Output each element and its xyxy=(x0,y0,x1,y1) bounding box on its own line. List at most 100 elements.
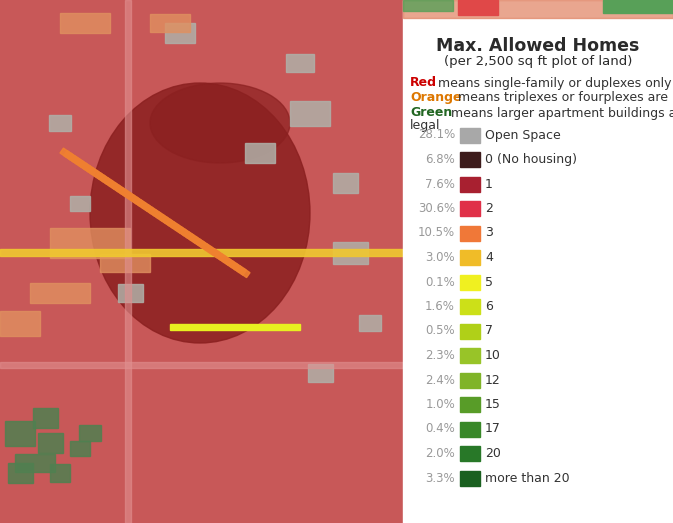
Text: 2.3%: 2.3% xyxy=(425,349,455,362)
Text: means triplexes or fourplexes are legal: means triplexes or fourplexes are legal xyxy=(454,92,673,105)
Bar xyxy=(332,242,367,264)
Text: 15: 15 xyxy=(485,398,501,411)
Bar xyxy=(174,224,184,233)
Bar xyxy=(70,196,90,210)
Bar xyxy=(118,187,129,197)
Text: 0.5%: 0.5% xyxy=(425,324,455,337)
Bar xyxy=(118,284,143,302)
Bar xyxy=(133,197,143,207)
Ellipse shape xyxy=(90,83,310,343)
Text: 2: 2 xyxy=(485,202,493,215)
Text: 10.5%: 10.5% xyxy=(418,226,455,240)
Text: 2.4%: 2.4% xyxy=(425,373,455,386)
Bar xyxy=(141,202,151,211)
Bar xyxy=(0,0,403,523)
Bar xyxy=(221,256,232,265)
Bar xyxy=(245,143,275,163)
Bar xyxy=(460,348,480,363)
Text: 0 (No housing): 0 (No housing) xyxy=(485,153,577,166)
Bar xyxy=(403,0,673,18)
Bar xyxy=(196,238,206,248)
Bar xyxy=(233,263,243,272)
Text: Open Space: Open Space xyxy=(485,129,561,142)
Bar xyxy=(79,425,101,441)
Bar xyxy=(165,23,195,43)
Text: Red: Red xyxy=(410,76,437,89)
Text: Green: Green xyxy=(410,107,452,119)
Text: 0.4%: 0.4% xyxy=(425,423,455,436)
Bar xyxy=(97,173,107,182)
Bar xyxy=(50,228,130,258)
Text: 1.0%: 1.0% xyxy=(425,398,455,411)
Text: 4: 4 xyxy=(485,251,493,264)
Bar xyxy=(75,158,85,167)
Bar xyxy=(60,13,110,33)
Bar xyxy=(71,155,81,165)
Bar xyxy=(70,440,90,456)
Bar xyxy=(460,324,480,338)
Bar xyxy=(403,0,453,11)
Bar xyxy=(82,163,92,172)
Bar xyxy=(30,283,90,303)
Text: 0.1%: 0.1% xyxy=(425,276,455,289)
Bar xyxy=(203,244,213,253)
Text: legal: legal xyxy=(410,119,441,132)
Bar xyxy=(458,0,498,15)
Bar xyxy=(100,254,150,272)
Bar xyxy=(460,176,480,191)
Bar xyxy=(130,195,140,204)
Bar xyxy=(460,201,480,216)
Text: 3.0%: 3.0% xyxy=(425,251,455,264)
Bar xyxy=(460,471,480,485)
Bar xyxy=(38,433,63,453)
Text: 3.3%: 3.3% xyxy=(425,472,455,484)
Text: 3: 3 xyxy=(485,226,493,240)
Bar xyxy=(49,115,71,131)
Bar xyxy=(332,173,357,193)
Bar xyxy=(308,364,332,382)
Bar xyxy=(100,175,110,185)
Bar xyxy=(64,151,73,160)
Bar xyxy=(0,362,403,368)
Bar xyxy=(460,250,480,265)
Text: 1: 1 xyxy=(485,177,493,190)
Text: Max. Allowed Homes: Max. Allowed Homes xyxy=(436,37,640,55)
Text: 10: 10 xyxy=(485,349,501,362)
Bar xyxy=(211,248,221,258)
Bar xyxy=(0,311,40,335)
Text: 7: 7 xyxy=(485,324,493,337)
Bar xyxy=(218,253,228,263)
Bar xyxy=(460,299,480,314)
Bar xyxy=(200,241,209,251)
Bar xyxy=(108,180,118,189)
Bar xyxy=(460,446,480,461)
Bar xyxy=(32,408,57,428)
Bar xyxy=(460,128,480,142)
Text: 1.6%: 1.6% xyxy=(425,300,455,313)
Bar xyxy=(185,231,195,241)
Bar xyxy=(181,229,191,238)
Text: means single-family or duplexes only: means single-family or duplexes only xyxy=(434,76,672,89)
Bar xyxy=(15,454,55,472)
Bar xyxy=(152,209,162,219)
Bar xyxy=(125,0,131,523)
Bar xyxy=(115,185,125,195)
Bar xyxy=(290,100,330,126)
Bar xyxy=(170,222,180,231)
Bar xyxy=(460,372,480,388)
Ellipse shape xyxy=(150,83,290,163)
Bar xyxy=(166,219,176,229)
Text: 6: 6 xyxy=(485,300,493,313)
Bar xyxy=(188,234,199,243)
Bar xyxy=(148,207,158,217)
Bar xyxy=(460,152,480,167)
Bar xyxy=(240,268,250,278)
Bar xyxy=(359,315,381,331)
Bar xyxy=(85,165,96,175)
Bar xyxy=(214,251,224,260)
Text: more than 20: more than 20 xyxy=(485,472,569,484)
Bar xyxy=(104,177,114,187)
Bar xyxy=(7,463,32,483)
Text: 20: 20 xyxy=(485,447,501,460)
Bar xyxy=(192,236,203,246)
